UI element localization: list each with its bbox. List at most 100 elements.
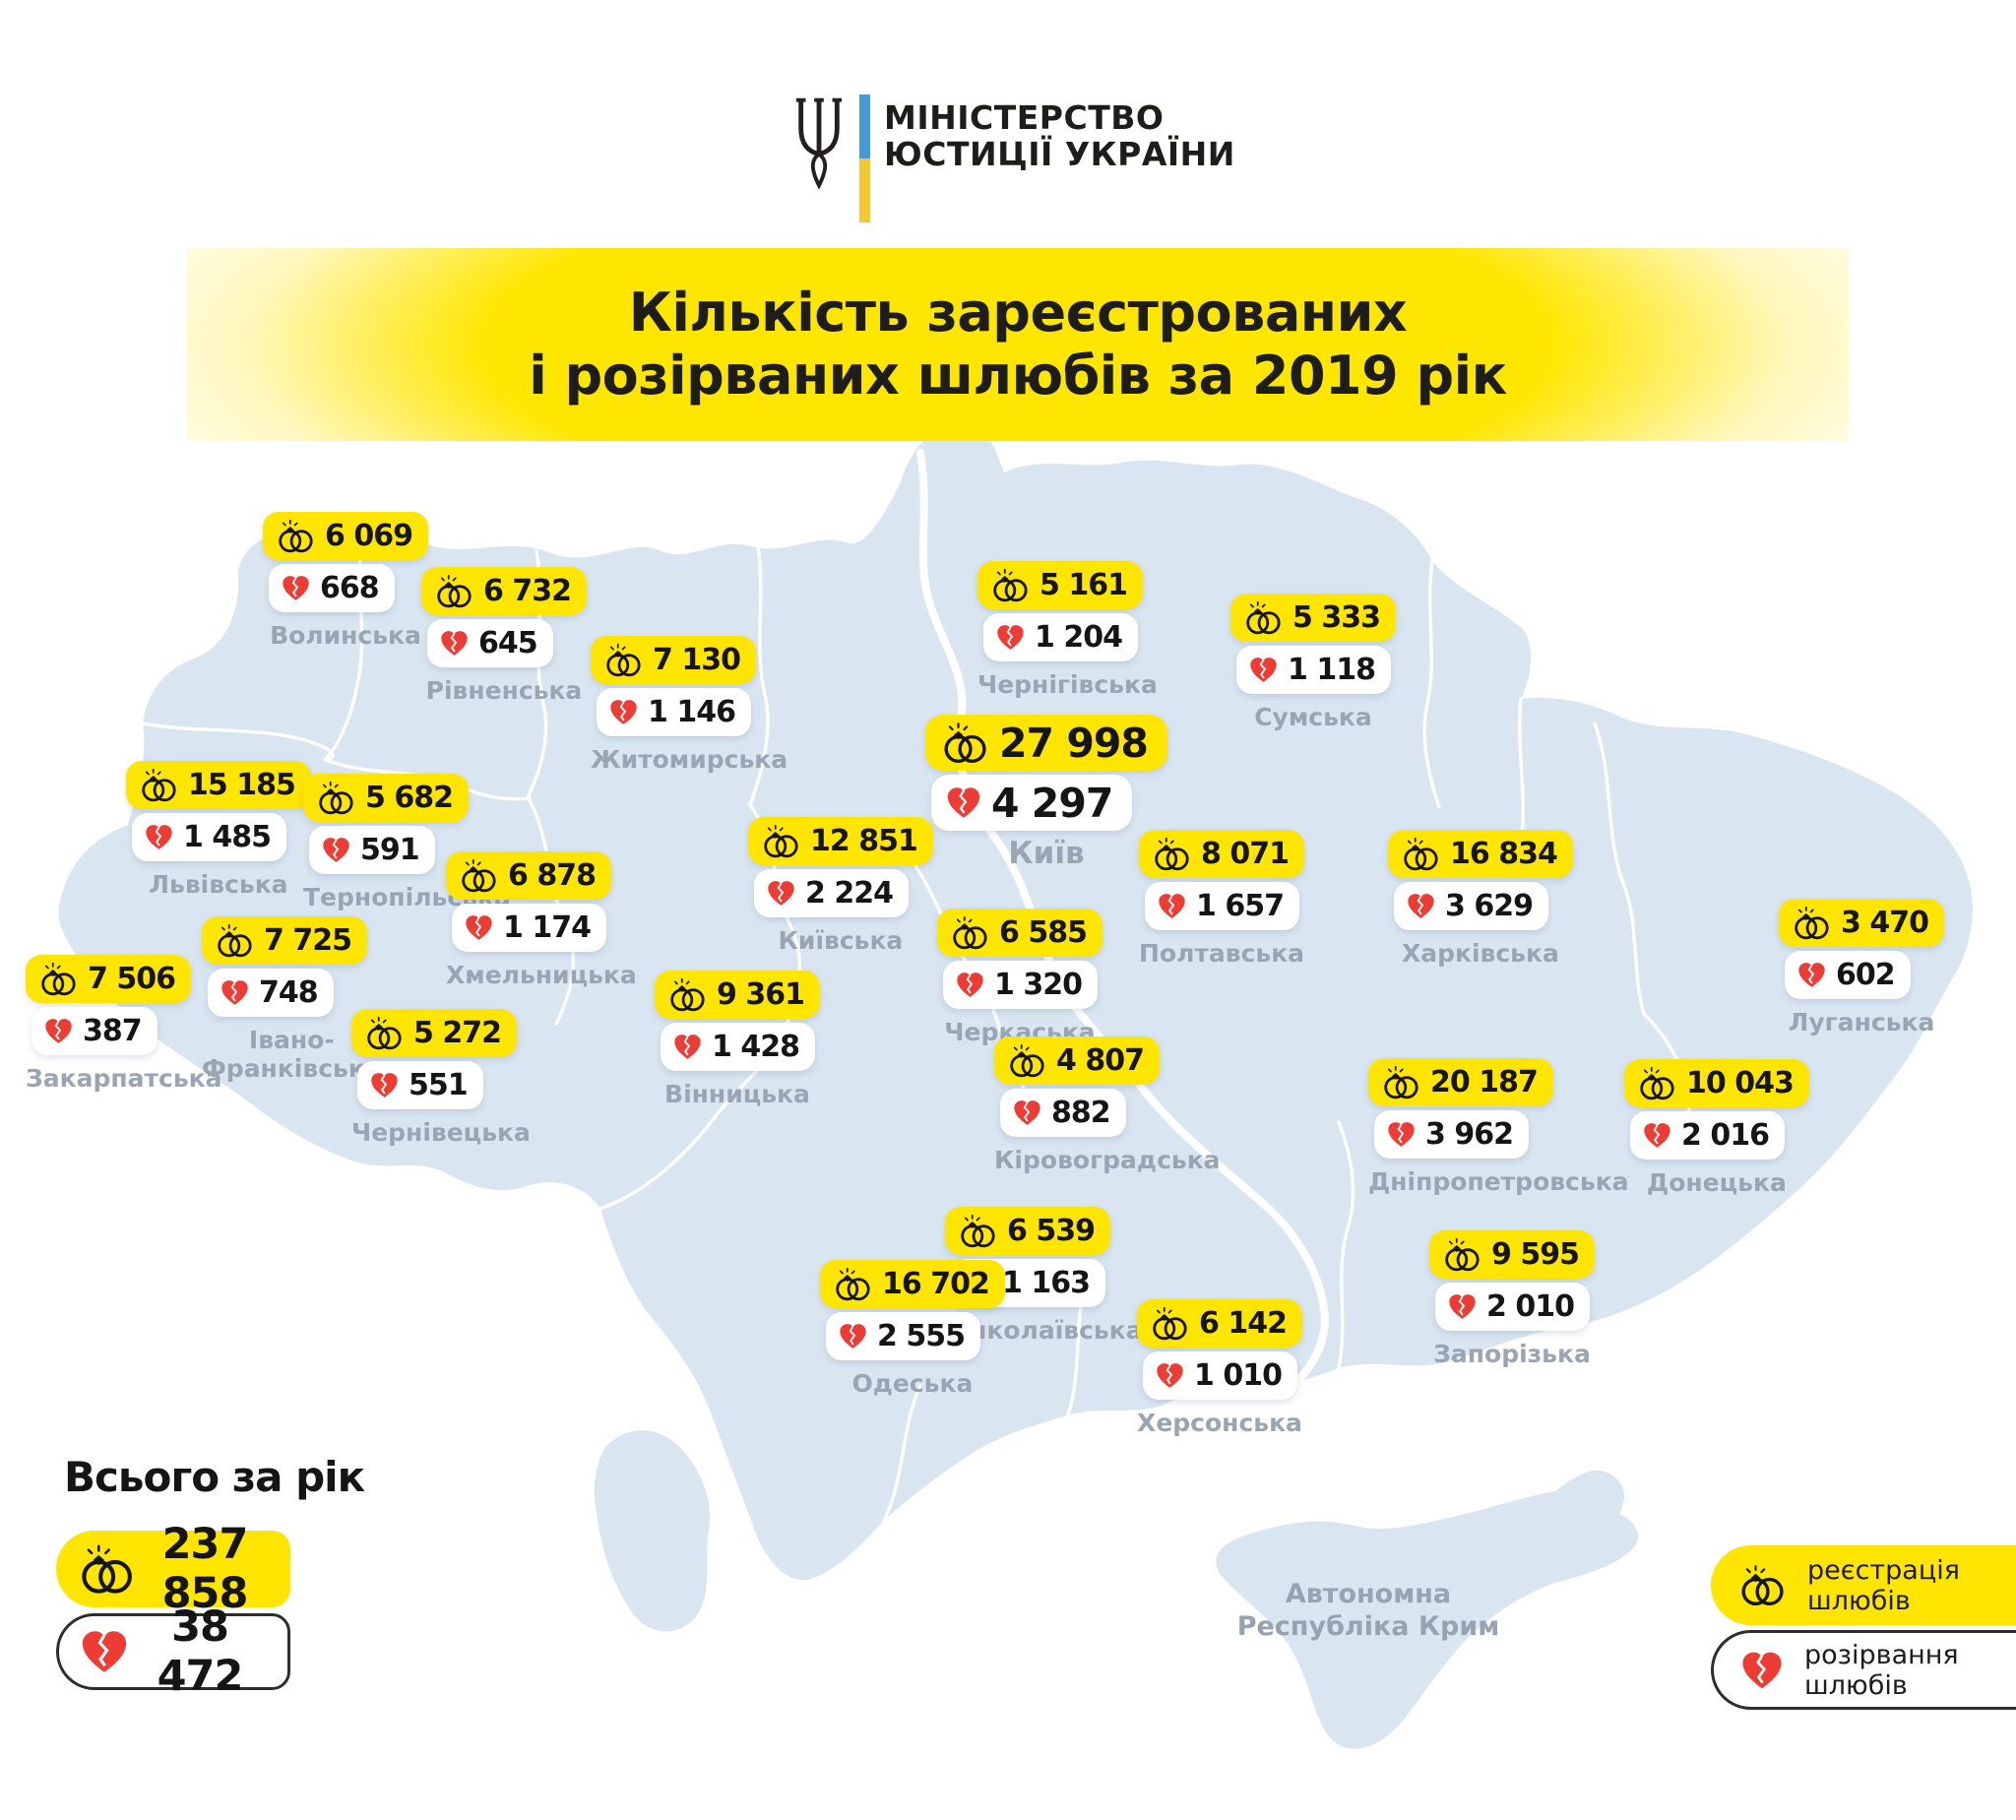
wedding-rings-icon [670,977,705,1012]
wedding-rings-icon [218,923,252,958]
divorce-badge: 882 [1000,1089,1126,1137]
divorce-count: 1 174 [503,910,592,945]
region-name: Луганська [1788,1008,1935,1036]
region-label: Рівненська [426,676,583,705]
marriage-count: 9 595 [1491,1237,1580,1272]
broken-heart-icon [947,787,980,818]
title-banner: Кількість зареєстрованих і розірваних шл… [187,248,1849,441]
divorce-count: 591 [360,833,420,867]
wedding-rings-icon [1155,837,1189,871]
marriage-count: 5 682 [365,781,454,815]
marriage-count: 6 585 [999,915,1088,950]
divorce-badge: 2 224 [754,869,909,917]
region-group: 16 834 3 629 Харківська [1388,830,1573,968]
trident-icon [795,97,843,190]
region-group: 7 130 1 146 Житомирська [591,636,788,774]
broken-heart-icon [610,700,637,724]
broken-heart-icon [466,915,492,940]
marriage-count: 27 998 [999,719,1149,767]
broken-heart-icon [674,1035,701,1059]
divorce-badge: 4 297 [931,775,1133,831]
flag-bar-icon [859,94,870,222]
wedding-rings-icon [1010,1043,1044,1078]
region-group: 12 851 2 224 Київська [748,817,933,955]
divorce-count: 1 163 [1002,1266,1091,1300]
region-label: Полтавська [1139,939,1304,968]
divorce-badge: 748 [208,969,334,1017]
divorce-badge: 1 485 [132,813,286,861]
divorce-badge: 591 [309,826,435,874]
broken-heart-icon [1157,1363,1183,1388]
region-label: Луганська [1789,1008,1935,1036]
totals-heading: Всього за рік [64,1453,365,1501]
crimea-label: Автономна Республіка Крим [1211,1578,1526,1643]
marriage-badge: 10 043 [1624,1059,1809,1107]
divorce-count: 1 010 [1194,1358,1283,1393]
broken-heart-icon [957,973,983,997]
legend-divorce-pill: розірвання шлюбів [1711,1630,2016,1710]
wedding-rings-icon [764,824,798,858]
divorce-count: 3 629 [1445,889,1534,923]
region-name-line2: Франківська [202,1054,382,1083]
marriage-count: 9 361 [717,977,805,1012]
broken-heart-icon [283,576,309,600]
region-group: 9 595 2 010 Запорізька [1429,1230,1595,1368]
broken-heart-icon [997,625,1024,650]
region-label: Чернігівська [977,670,1158,699]
legend-marriage-pill: реєстрація шлюбів [1711,1545,2016,1625]
divorce-badge: 1 204 [983,613,1138,661]
region-name: Житомирська [591,745,788,774]
divorce-count: 4 297 [991,779,1113,827]
broken-heart-icon [441,631,468,656]
wedding-rings-icon [993,568,1028,602]
region-group: 20 187 3 962 Дніпропетровська [1368,1058,1629,1196]
region-group: 6 878 1 174 Хмельницька [446,851,637,989]
legend: реєстрація шлюбів розірвання шлюбів [1711,1545,2016,1710]
divorce-count: 1 428 [712,1030,800,1064]
region-label: Хмельницька [446,961,637,989]
divorce-badge: 602 [1785,951,1911,999]
divorce-badge: 1 428 [661,1023,815,1071]
wedding-rings-icon [319,781,353,815]
broken-heart-icon [1798,963,1825,987]
marriage-count: 5 161 [1040,568,1128,602]
region-label: Івано- Франківська [202,1026,382,1083]
region-label: Донецька [1647,1168,1787,1197]
divorce-badge: 2 010 [1435,1283,1590,1331]
broken-heart-icon [1159,894,1185,918]
marriage-badge: 4 807 [994,1036,1160,1085]
region-group: 7 506 387 Закарпатська [26,955,221,1093]
region-group: 7 725 748 Івано- Франківська [202,916,382,1083]
broken-heart-icon [1408,894,1434,918]
marriage-badge: 5 161 [977,561,1143,609]
region-group: 4 807 882 Кіровоградська [994,1036,1221,1174]
marriage-badge: 6 539 [945,1207,1110,1255]
marriage-badge: 7 725 [202,916,367,965]
total-marriages-value: 237 858 [161,1520,249,1618]
danube-delta-shape [594,1430,710,1632]
marriage-count: 7 130 [653,643,741,677]
divorce-badge: 3 962 [1374,1110,1529,1159]
marriage-badge: 9 595 [1429,1230,1595,1279]
legend-marriage-line2: шлюбів [1807,1585,1911,1616]
marriage-badge: 5 333 [1230,594,1396,642]
marriage-badge: 15 185 [126,761,311,809]
region-name: Івано- [248,1026,335,1054]
region-label: Одеська [851,1369,973,1398]
marriage-count: 6 142 [1199,1306,1288,1341]
region-label: Запорізька [1433,1340,1591,1368]
marriage-badge: 8 071 [1139,830,1304,878]
marriage-count: 20 187 [1430,1065,1539,1099]
marriage-count: 6 732 [483,574,572,608]
divorce-count: 748 [259,975,319,1010]
marriage-count: 10 043 [1686,1066,1795,1100]
region-group: 6 069 668 Волинська [263,512,428,650]
region-group: 6 142 1 010 Херсонська [1137,1299,1302,1437]
region-group: 5 272 551 Чернівецька [351,1009,531,1147]
marriage-count: 7 506 [88,962,176,996]
divorce-count: 551 [409,1068,469,1102]
region-label: Сумська [1254,703,1372,731]
region-group: 5 333 1 118 Сумська [1230,594,1396,731]
marriage-badge: 16 702 [820,1260,1005,1308]
